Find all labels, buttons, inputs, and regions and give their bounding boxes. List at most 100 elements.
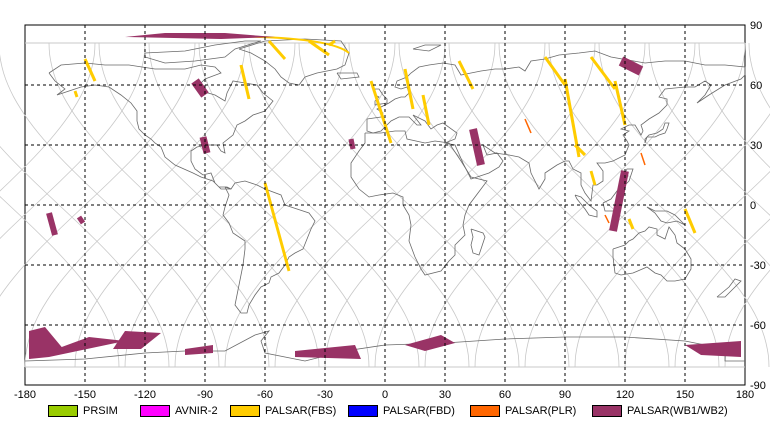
fbs-swath: [683, 208, 697, 234]
wb-swath: [469, 128, 485, 166]
x-tick-label: 120: [616, 389, 634, 400]
orbit-track: [0, 42, 146, 240]
legend-item: PALSAR(FBD): [348, 404, 455, 418]
y-tick-label: 0: [750, 200, 756, 212]
fbs-swath: [369, 80, 393, 144]
legend-swatch: [592, 405, 622, 417]
coastline: [412, 44, 442, 52]
y-tick-label: -60: [750, 320, 766, 332]
y-tick-label: -30: [750, 260, 766, 272]
coastline: [366, 50, 746, 203]
legend-item: PALSAR(WB1/WB2): [592, 404, 728, 418]
coastline: [144, 40, 262, 64]
orbit-track: [0, 42, 96, 192]
legend-item: PALSAR(PLR): [470, 404, 576, 418]
legend-label: PALSAR(PLR): [505, 405, 577, 417]
y-tick-labels: 90 60 30 0 -30 -60 -90: [750, 20, 766, 392]
x-tick-label: 150: [676, 389, 694, 400]
orbit-track: [674, 218, 770, 368]
observation-swaths: [29, 33, 741, 359]
orbit-track: [724, 269, 770, 368]
legend-item: PRSIM: [48, 404, 118, 418]
orbit-track: [524, 42, 746, 368]
wb-swath: [185, 345, 213, 355]
legend-item: AVNIR-2: [140, 404, 218, 418]
fbs-swath: [573, 143, 587, 157]
legend-label: PRSIM: [83, 405, 118, 417]
orbit-track: [748, 42, 770, 109]
orbit-track: [248, 42, 470, 368]
legend-label: PALSAR(FBS): [265, 405, 337, 417]
x-tick-label: -150: [74, 389, 96, 400]
orbit-track: [74, 42, 296, 368]
legend-label: PALSAR(WB1/WB2): [627, 405, 728, 417]
coastline: [238, 38, 350, 86]
x-tick-label: 0: [382, 389, 388, 400]
fbs-swath: [73, 90, 79, 98]
plr-swath: [640, 152, 646, 166]
fbs-swath: [263, 182, 291, 272]
wb-swath: [685, 341, 741, 357]
coastline: [716, 278, 742, 298]
legend-item: PALSAR(FBS): [230, 404, 336, 418]
legend-swatch: [470, 405, 500, 417]
coverage-map: -180 -150 -120 -90 -60 -30 0 30 60 90 120 150 180 90…: [0, 20, 770, 400]
fbs-swath: [403, 68, 415, 110]
x-tick-label: -60: [257, 389, 273, 400]
wb-swath: [29, 337, 125, 359]
orbit-track: [0, 145, 170, 368]
wb-swath: [191, 78, 209, 98]
wb-swath: [76, 215, 86, 225]
fbs-swath: [563, 78, 581, 158]
coastline: [222, 180, 316, 314]
orbit-track: [548, 42, 770, 368]
orbit-track: [648, 42, 770, 216]
y-tick-label: 60: [750, 80, 762, 92]
orbit-track: [0, 196, 120, 368]
plr-swath: [524, 118, 532, 134]
y-tick-label: 90: [750, 20, 762, 32]
y-tick-label: 30: [750, 140, 762, 152]
x-tick-label: -120: [134, 389, 156, 400]
fbs-swath: [589, 56, 617, 90]
y-tick-label: -90: [750, 380, 766, 392]
coastline: [574, 194, 598, 218]
x-tick-label: 30: [439, 389, 451, 400]
orbit-track: [224, 42, 446, 368]
fbs-swath: [613, 80, 627, 126]
x-tick-label: -90: [197, 389, 213, 400]
wb-swath: [348, 138, 356, 150]
orbit-track: [698, 42, 770, 169]
coastline: [646, 206, 686, 226]
fbs-swath: [83, 58, 97, 82]
fbs-swath: [627, 218, 635, 230]
legend-swatch: [348, 405, 378, 417]
wb-swath: [405, 335, 455, 351]
x-tick-label: 180: [736, 389, 754, 400]
fbs-swath: [421, 94, 431, 126]
x-tick-label: 90: [559, 389, 571, 400]
fbs-swath: [589, 170, 597, 186]
fbs-swath: [457, 60, 475, 90]
plr-swath: [604, 214, 610, 224]
wb-swath: [113, 331, 161, 349]
coastline: [350, 130, 488, 276]
graticule: [25, 25, 745, 385]
fbs-swath: [308, 39, 330, 57]
legend-swatch: [48, 405, 78, 417]
coastline: [470, 228, 486, 256]
fbs-swath: [239, 64, 251, 100]
legend: PRSIM AVNIR-2 PALSAR(FBS) PALSAR(FBD) PALSAR…: [0, 400, 770, 422]
legend-swatch: [230, 405, 260, 417]
wb-swath: [46, 212, 58, 236]
orbit-track: [398, 42, 620, 368]
legend-label: AVNIR-2: [175, 405, 218, 417]
coastline: [612, 226, 692, 282]
coastline: [644, 122, 670, 144]
x-tick-label: -180: [14, 389, 36, 400]
fbs-swath: [543, 56, 567, 86]
orbit-track: [374, 42, 596, 368]
legend-swatch: [140, 405, 170, 417]
x-tick-label: 60: [499, 389, 511, 400]
wb-swath: [125, 33, 275, 39]
